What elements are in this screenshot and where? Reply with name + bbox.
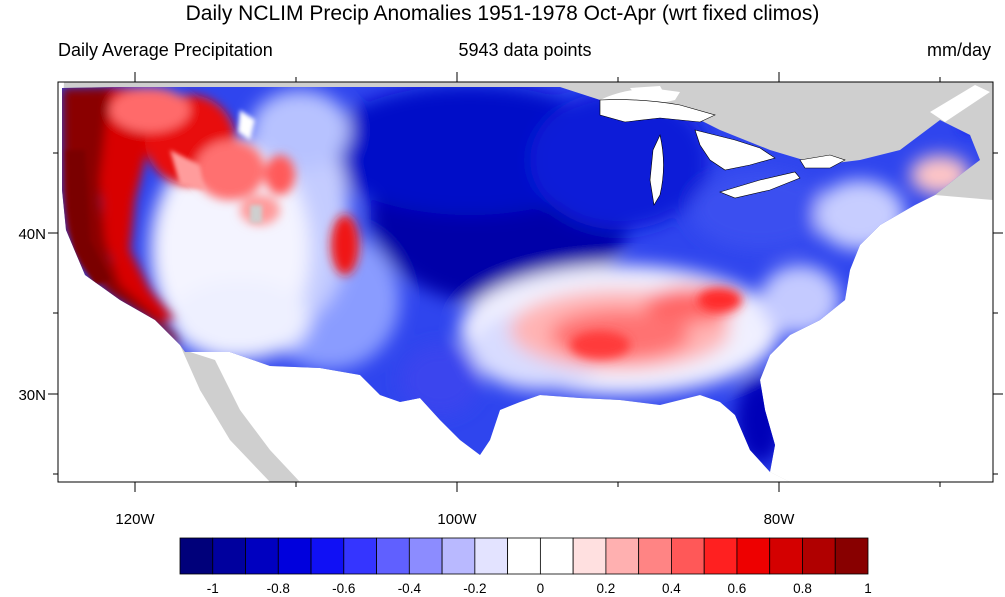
colorbar-tick-label: -0.8 [267, 581, 290, 596]
colorbar-tick-label: 0.8 [793, 581, 812, 596]
lake-michigan [649, 134, 664, 206]
lat-label-40n: 40N [18, 226, 46, 243]
colorbar-tick-label: 0.2 [597, 581, 616, 596]
colorbar-tick-label: 0.6 [728, 581, 747, 596]
colorbar-box [376, 537, 410, 575]
colorbar-box [474, 537, 509, 575]
baja-peninsula [190, 352, 270, 460]
colorbar-box [769, 537, 803, 575]
colorbar-tick-label: -0.6 [332, 581, 355, 596]
colorbar-box [802, 537, 836, 575]
colorbar-box [408, 537, 443, 575]
lon-label-100w: 100W [437, 511, 477, 528]
colorbar-box [736, 537, 771, 575]
variable-label: Daily Average Precipitation [58, 40, 273, 60]
canada-lake [630, 86, 665, 100]
pacific-ocean [58, 82, 270, 482]
gulf-st-lawrence [930, 85, 990, 122]
colorbar-box [441, 537, 476, 575]
lake-huron [694, 129, 776, 171]
colorbar-box [245, 537, 279, 575]
colorbar-box [212, 537, 246, 575]
colorbar-tick-label: -0.4 [398, 581, 422, 596]
colorbar-box [572, 537, 607, 575]
units-label: mm/day [926, 40, 991, 60]
colorbar-tick-label: 0 [537, 581, 545, 596]
map-background [58, 82, 993, 482]
colorbar-box [605, 537, 640, 575]
lat-label-30n: 30N [18, 387, 46, 404]
colorbar: -1 -0.8 -0.6 -0.4 -0.2 0 0.2 0.4 0.6 0.8 1 [179, 537, 872, 596]
lake-superior [599, 99, 716, 123]
colorbar-box [671, 537, 705, 575]
colorbar-tick-label: 1 [864, 581, 872, 596]
colorbar-box [310, 537, 345, 575]
colorbar-box [507, 537, 541, 575]
colorbar-tick-label: -0.2 [463, 581, 486, 596]
colorbar-box [834, 537, 869, 575]
colorbar-tick-label: 0.4 [662, 581, 681, 596]
colorbar-tick-label: -1 [207, 581, 219, 596]
lake-ontario [799, 154, 846, 169]
great-lakes [599, 99, 846, 206]
colorbar-box [703, 537, 738, 575]
colorbar-box [638, 537, 672, 575]
map-frame [57, 81, 994, 483]
lon-label-80w: 80W [764, 511, 796, 528]
figure-title: Daily NCLIM Precip Anomalies 1951-1978 O… [185, 2, 820, 25]
atlantic-ocean [760, 195, 993, 482]
lake-erie [719, 171, 801, 199]
colorbar-box [343, 537, 377, 575]
colorbar-box [277, 537, 312, 575]
gulf-west [190, 352, 490, 482]
colorbar-box [539, 537, 574, 575]
map-ticks [48, 72, 1003, 492]
gulf-of-mexico [470, 395, 790, 482]
colorbar-box [179, 537, 214, 575]
data-points-label: 5943 data points [458, 40, 592, 60]
lon-label-120w: 120W [115, 511, 155, 528]
